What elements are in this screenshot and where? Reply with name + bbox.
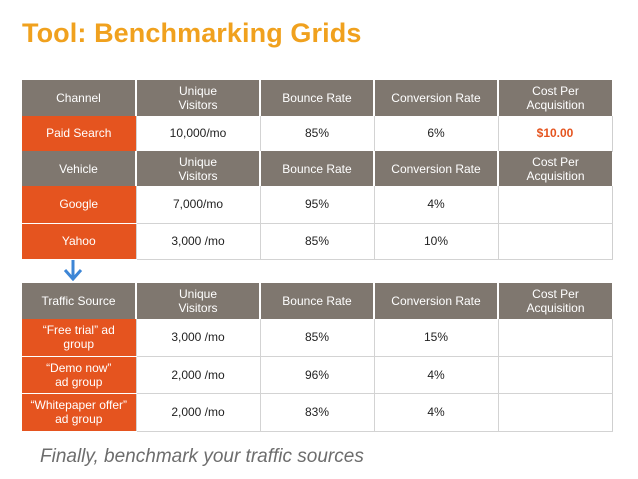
table-row: Google 7,000/mo 95% 4% (22, 186, 613, 224)
row-label: Paid Search (22, 116, 137, 152)
header-cost-per-acquisition: Cost Per Acquisition (498, 151, 612, 186)
cell-conversion-rate: 6% (374, 116, 499, 152)
header-conversion-rate: Conversion Rate (374, 80, 499, 116)
cell-bounce-rate: 96% (260, 356, 375, 394)
cell-cost-per-acquisition (498, 319, 613, 357)
cell-conversion-rate: 15% (374, 319, 499, 357)
header-bounce-rate: Bounce Rate (260, 80, 375, 116)
header-conversion-rate: Conversion Rate (374, 151, 499, 186)
row-label: “Demo now” ad group (22, 356, 137, 394)
header-unique-visitors: Unique Visitors (136, 151, 261, 186)
cell-conversion-rate: 10% (374, 223, 499, 260)
cell-bounce-rate: 85% (260, 319, 375, 357)
cell-cost-per-acquisition: $10.00 (498, 116, 613, 152)
header-bounce-rate: Bounce Rate (260, 283, 375, 319)
slide-caption: Finally, benchmark your traffic sources (40, 446, 364, 467)
cell-conversion-rate: 4% (374, 393, 499, 432)
down-arrow-icon (63, 260, 83, 281)
cell-unique-visitors: 2,000 /mo (136, 356, 261, 394)
row-label: Google (22, 186, 137, 224)
grid-header-row: Traffic Source Unique Visitors Bounce Ra… (22, 283, 612, 319)
table-row: “Whitepaper offer” ad group 2,000 /mo 83… (22, 393, 613, 432)
header-channel: Channel (22, 80, 137, 116)
table-row: “Free trial” ad group 3,000 /mo 85% 15% (22, 319, 613, 357)
cell-bounce-rate: 83% (260, 393, 375, 432)
cell-unique-visitors: 3,000 /mo (136, 223, 261, 260)
grid-header-row: Channel Unique Visitors Bounce Rate Conv… (22, 80, 612, 116)
header-vehicle: Vehicle (22, 151, 137, 186)
cell-unique-visitors: 10,000/mo (136, 116, 261, 152)
table-row: “Demo now” ad group 2,000 /mo 96% 4% (22, 356, 613, 394)
header-bounce-rate: Bounce Rate (260, 151, 375, 186)
table-row: Paid Search 10,000/mo 85% 6% $10.00 (22, 116, 613, 152)
table-row: Yahoo 3,000 /mo 85% 10% (22, 223, 613, 260)
traffic-source-benchmark-grid: Traffic Source Unique Visitors Bounce Ra… (22, 283, 613, 432)
channel-benchmark-grid: Channel Unique Visitors Bounce Rate Conv… (22, 80, 613, 152)
cell-conversion-rate: 4% (374, 356, 499, 394)
header-cost-per-acquisition: Cost Per Acquisition (498, 80, 612, 116)
cell-conversion-rate: 4% (374, 186, 499, 224)
header-unique-visitors: Unique Visitors (136, 283, 261, 319)
header-unique-visitors: Unique Visitors (136, 80, 261, 116)
header-conversion-rate: Conversion Rate (374, 283, 499, 319)
header-cost-per-acquisition: Cost Per Acquisition (498, 283, 612, 319)
header-traffic-source: Traffic Source (22, 283, 137, 319)
cell-bounce-rate: 95% (260, 186, 375, 224)
cell-unique-visitors: 3,000 /mo (136, 319, 261, 357)
vehicle-benchmark-grid: Vehicle Unique Visitors Bounce Rate Conv… (22, 151, 613, 260)
cell-cost-per-acquisition (498, 356, 613, 394)
cell-unique-visitors: 7,000/mo (136, 186, 261, 224)
cell-cost-per-acquisition (498, 223, 613, 260)
cell-bounce-rate: 85% (260, 223, 375, 260)
cell-bounce-rate: 85% (260, 116, 375, 152)
page-title: Tool: Benchmarking Grids (22, 18, 362, 48)
cell-cost-per-acquisition (498, 186, 613, 224)
row-label: “Free trial” ad group (22, 319, 137, 357)
cell-unique-visitors: 2,000 /mo (136, 393, 261, 432)
row-label: “Whitepaper offer” ad group (22, 393, 137, 432)
row-label: Yahoo (22, 223, 137, 260)
cell-cost-per-acquisition (498, 393, 613, 432)
grid-header-row: Vehicle Unique Visitors Bounce Rate Conv… (22, 151, 612, 186)
